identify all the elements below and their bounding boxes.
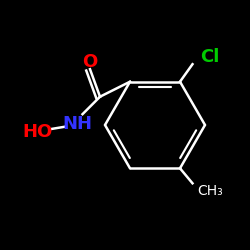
Text: Cl: Cl xyxy=(200,48,220,66)
Text: NH: NH xyxy=(62,115,92,133)
Text: O: O xyxy=(82,53,98,71)
Text: HO: HO xyxy=(22,123,53,141)
Text: CH₃: CH₃ xyxy=(198,184,223,198)
